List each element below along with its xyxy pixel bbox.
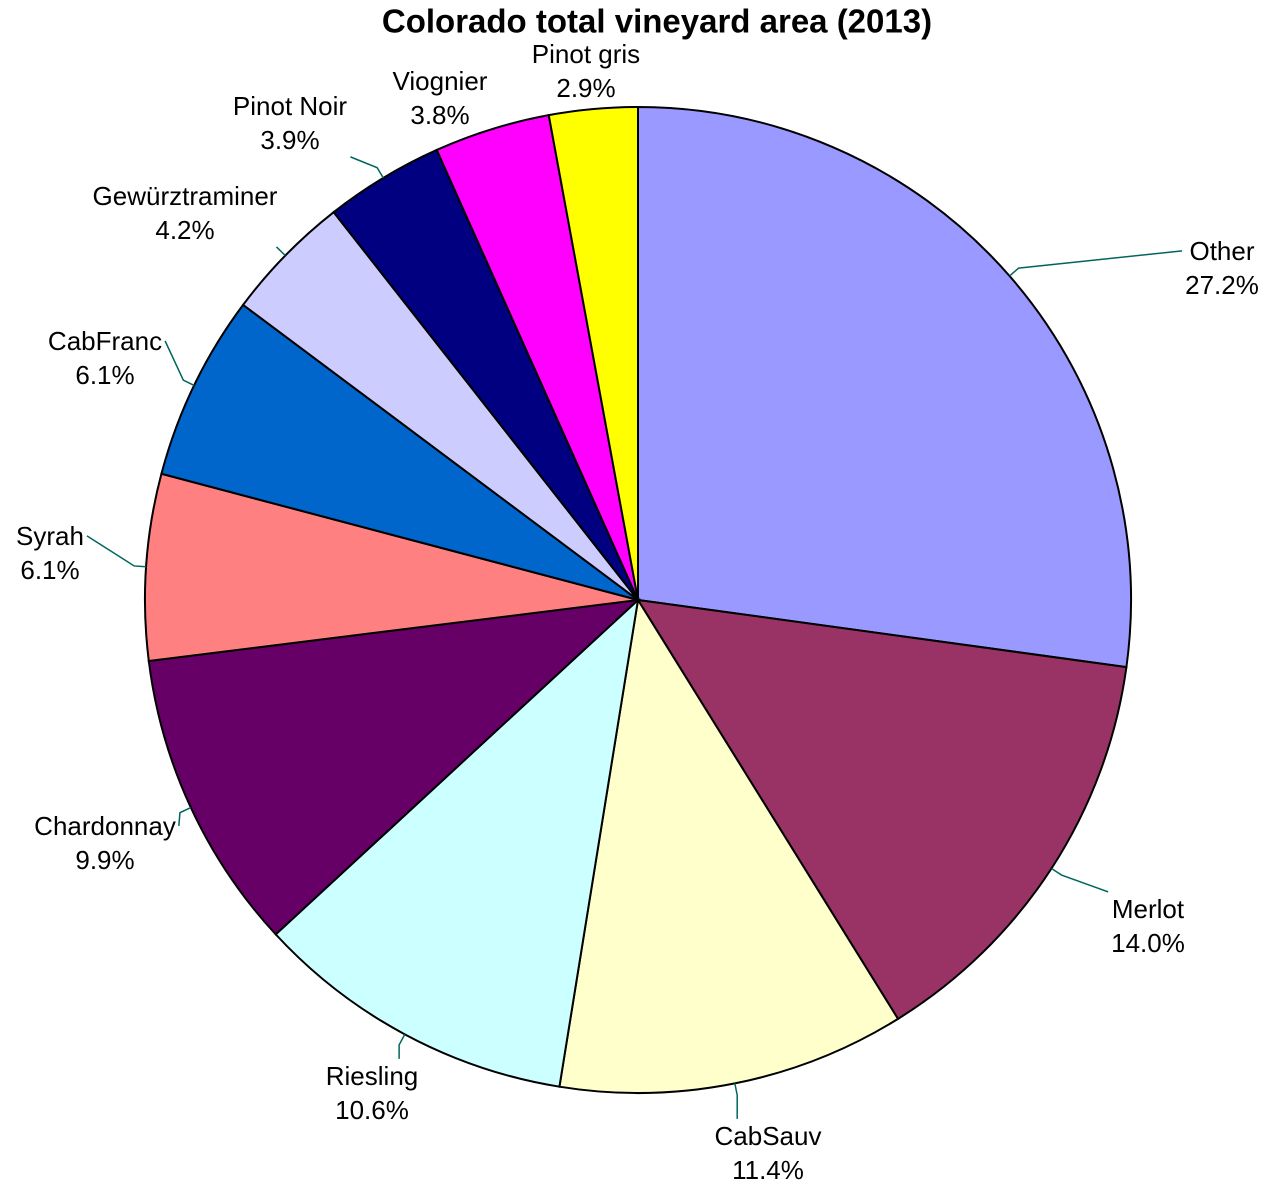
slice-value-label: 3.9% (260, 125, 319, 155)
leader-line (1051, 867, 1109, 893)
slice-value-label: 3.8% (410, 100, 469, 130)
slice-value-label: 2.9% (556, 73, 615, 103)
leader-line (164, 340, 195, 387)
leader-line (734, 1083, 738, 1119)
leader-line (350, 156, 384, 179)
leader-line (398, 1033, 406, 1059)
slice-label: Riesling (326, 1061, 419, 1091)
slice-value-label: 14.0% (1111, 928, 1185, 958)
slice-value-label: 9.9% (75, 845, 134, 875)
pie-slice (636, 598, 1128, 1021)
slice-value-label: 6.1% (20, 555, 79, 585)
slice-label: Merlot (1112, 894, 1185, 924)
slice-value-label: 6.1% (75, 360, 134, 390)
leader-line (275, 246, 286, 257)
slice-value-label: 10.6% (335, 1095, 409, 1125)
leader-line (1009, 250, 1183, 277)
slice-value-label: 4.2% (155, 215, 214, 245)
slice-value-label: 27.2% (1185, 270, 1259, 300)
leader-line (86, 535, 147, 568)
slice-label: Viognier (393, 66, 488, 96)
chart-title: Colorado total vineyard area (2013) (382, 3, 932, 40)
slice-value-label: 11.4% (732, 1155, 804, 1185)
slice-label: CabSauv (715, 1121, 822, 1151)
pie-slice (160, 303, 639, 601)
slice-label: CabFranc (48, 326, 162, 356)
slice-label: Syrah (16, 521, 84, 551)
leader-line (178, 806, 192, 826)
pie-slice (637, 105, 1132, 669)
slice-label: Other (1189, 236, 1254, 266)
slice-label: Chardonnay (34, 811, 176, 841)
pie-slice (547, 105, 639, 601)
pie-slice (147, 598, 641, 936)
pie-slice (144, 472, 639, 663)
slice-label: Gewürztraminer (93, 181, 278, 211)
slice-label: Pinot gris (532, 39, 640, 69)
slice-label: Pinot Noir (233, 91, 347, 121)
